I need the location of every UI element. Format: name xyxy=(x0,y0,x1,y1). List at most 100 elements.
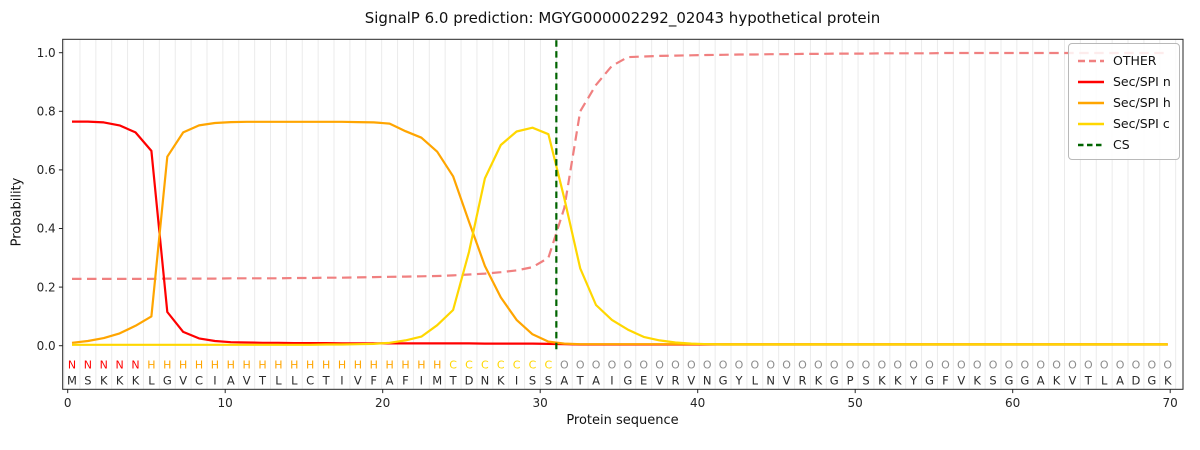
residue-letter: K xyxy=(1053,374,1061,388)
residue-region-label: O xyxy=(639,359,648,372)
residue-letter: T xyxy=(449,374,458,388)
residue-letter: C xyxy=(195,374,203,388)
residue-letter: V xyxy=(957,374,965,388)
chart-title: SignalP 6.0 prediction: MGYG000002292_02… xyxy=(364,9,881,27)
residue-letter: V xyxy=(656,374,664,388)
x-axis-label: Protein sequence xyxy=(566,413,679,428)
residue-letter: T xyxy=(322,374,331,388)
residue-letter: D xyxy=(465,374,474,388)
residue-letter: G xyxy=(623,374,632,388)
residue-region-label: O xyxy=(846,359,855,372)
x-tick-label: 0 xyxy=(64,396,72,410)
residue-region-label: O xyxy=(735,359,744,372)
curve-other xyxy=(72,51,1168,280)
residue-letter: F xyxy=(942,374,949,388)
residue-letter: P xyxy=(847,374,854,388)
residue-letter: N xyxy=(766,374,775,388)
residue-letter: D xyxy=(1132,374,1141,388)
y-axis-label: Probability xyxy=(9,177,25,247)
residue-region-label: N xyxy=(84,359,92,372)
residue-region-label: O xyxy=(703,359,712,372)
residue-region-label: H xyxy=(417,359,425,372)
residue-letter: V xyxy=(354,374,362,388)
residue-letter: N xyxy=(703,374,712,388)
residue-region-label: O xyxy=(989,359,998,372)
legend-label: Sec/SPI h xyxy=(1113,95,1171,110)
residue-region-label: O xyxy=(1020,359,1029,372)
residue-letter: V xyxy=(243,374,251,388)
residue-letter: K xyxy=(815,374,823,388)
legend: OTHER Sec/SPI n Sec/SPI h Sec/SPI c CS xyxy=(1068,43,1180,160)
residue-region-label: H xyxy=(322,359,330,372)
residue-region-label: H xyxy=(227,359,235,372)
residue-letter: I xyxy=(610,374,613,388)
residue-letter: K xyxy=(116,374,124,388)
y-tick-label: 0.2 xyxy=(37,280,56,294)
residue-region-label: H xyxy=(433,359,441,372)
residue-region-label: H xyxy=(258,359,266,372)
residue-letter: V xyxy=(1069,374,1077,388)
residue-letter: L xyxy=(291,374,298,388)
residue-region-label: H xyxy=(290,359,298,372)
legend-item-cs: CS xyxy=(1077,134,1171,155)
residue-letter: V xyxy=(179,374,187,388)
residue-letter: M xyxy=(67,374,77,388)
residue-region-label: O xyxy=(830,359,839,372)
residue-letter: A xyxy=(1037,374,1045,388)
residue-region-label: O xyxy=(560,359,569,372)
residue-region-label: N xyxy=(68,359,76,372)
y-tick-label: 0.4 xyxy=(37,222,56,236)
residue-region-label: O xyxy=(862,359,871,372)
residue-letter: G xyxy=(830,374,839,388)
residue-region-label: H xyxy=(274,359,282,372)
residue-region-label: O xyxy=(1005,359,1014,372)
residue-region-label: O xyxy=(655,359,664,372)
legend-item-sec-spi-n: Sec/SPI n xyxy=(1077,71,1171,92)
residue-region-label: O xyxy=(878,359,887,372)
residue-region-label: O xyxy=(941,359,950,372)
legend-label: Sec/SPI n xyxy=(1113,74,1171,89)
y-tick-label: 0.6 xyxy=(37,163,56,177)
residue-region-label: O xyxy=(782,359,791,372)
residue-letter: G xyxy=(1020,374,1029,388)
residue-letter: I xyxy=(213,374,216,388)
residue-letter: M xyxy=(432,374,442,388)
x-tick-label: 30 xyxy=(533,396,548,410)
residue-letter: K xyxy=(1164,374,1172,388)
residue-region-label: O xyxy=(1052,359,1061,372)
residue-letter: S xyxy=(545,374,552,388)
residue-region-label: H xyxy=(211,359,219,372)
residue-region-label: H xyxy=(179,359,187,372)
residue-letter: S xyxy=(529,374,536,388)
residue-region-label: O xyxy=(925,359,934,372)
residue-letter: Y xyxy=(909,374,918,388)
residue-region-label: O xyxy=(893,359,902,372)
residue-region-label: O xyxy=(909,359,918,372)
residue-region-label: O xyxy=(1116,359,1125,372)
residue-letter: L xyxy=(275,374,282,388)
residue-region-label: O xyxy=(608,359,617,372)
y-tick-label: 1.0 xyxy=(37,46,56,60)
x-tick-label: 40 xyxy=(690,396,705,410)
residue-letter: F xyxy=(402,374,409,388)
residue-region-label: O xyxy=(1068,359,1077,372)
residue-letter: T xyxy=(258,374,267,388)
residue-letter: S xyxy=(989,374,996,388)
residue-region-label: O xyxy=(751,359,760,372)
legend-swatch-sec-spi-c xyxy=(1078,122,1104,125)
residue-region-label: H xyxy=(306,359,314,372)
residue-letter: A xyxy=(592,374,600,388)
residue-letter: L xyxy=(752,374,759,388)
residue-letter: A xyxy=(386,374,394,388)
y-tick-label: 0.0 xyxy=(37,339,56,353)
y-tick-label: 0.8 xyxy=(37,105,56,119)
residue-region-label: C xyxy=(513,359,521,372)
residue-letter: S xyxy=(84,374,91,388)
residue-region-label: H xyxy=(195,359,203,372)
residue-letter: K xyxy=(497,374,505,388)
residue-letter: F xyxy=(370,374,377,388)
residue-letter: A xyxy=(1116,374,1124,388)
residue-letter: R xyxy=(798,374,806,388)
residue-region-label: N xyxy=(131,359,139,372)
